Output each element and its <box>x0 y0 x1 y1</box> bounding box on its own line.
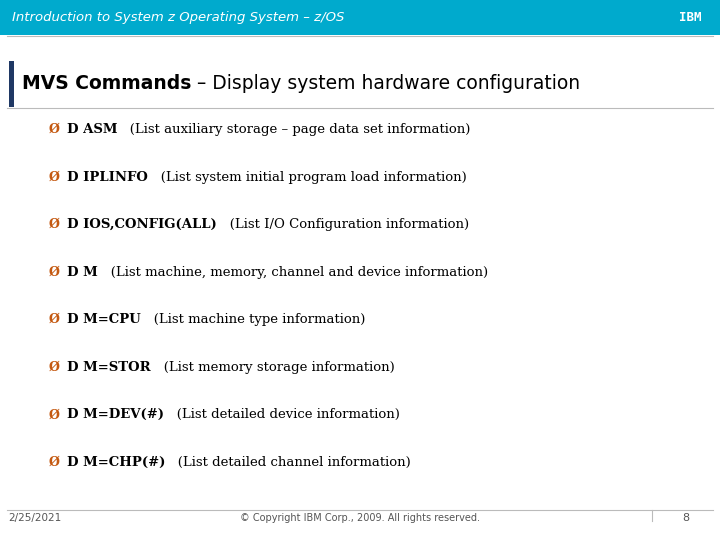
Text: D M: D M <box>67 266 98 279</box>
Text: D M=DEV(#): D M=DEV(#) <box>67 408 164 421</box>
Text: (List detailed device information): (List detailed device information) <box>164 408 400 421</box>
Text: D M=CHP(#): D M=CHP(#) <box>67 456 166 469</box>
Text: (List I/O Configuration information): (List I/O Configuration information) <box>217 218 469 231</box>
Text: Ø: Ø <box>48 408 60 421</box>
Text: D M=STOR: D M=STOR <box>67 361 150 374</box>
Text: D ASM: D ASM <box>67 123 117 136</box>
Text: Ø: Ø <box>48 456 60 469</box>
Text: © Copyright IBM Corp., 2009. All rights reserved.: © Copyright IBM Corp., 2009. All rights … <box>240 514 480 523</box>
Text: (List machine type information): (List machine type information) <box>140 313 365 326</box>
Text: Ø: Ø <box>48 266 60 279</box>
Text: MVS Commands: MVS Commands <box>22 74 191 93</box>
Text: IBM: IBM <box>678 11 701 24</box>
Text: Ø: Ø <box>48 313 60 326</box>
Bar <box>0 0 720 35</box>
Text: 2/25/2021: 2/25/2021 <box>9 514 62 523</box>
Text: (List auxiliary storage – page data set information): (List auxiliary storage – page data set … <box>117 123 471 136</box>
Bar <box>9 60 14 106</box>
Text: 8: 8 <box>682 514 689 523</box>
Text: Ø: Ø <box>48 123 60 136</box>
Text: Ø: Ø <box>48 218 60 231</box>
Text: D IPLINFO: D IPLINFO <box>67 171 148 184</box>
Text: (List memory storage information): (List memory storage information) <box>150 361 395 374</box>
Text: – Display system hardware configuration: – Display system hardware configuration <box>191 74 580 93</box>
Text: Introduction to System z Operating System – z/OS: Introduction to System z Operating Syste… <box>12 11 344 24</box>
Text: D IOS,CONFIG(ALL): D IOS,CONFIG(ALL) <box>67 218 217 231</box>
Text: (List system initial program load information): (List system initial program load inform… <box>148 171 467 184</box>
Text: (List detailed channel information): (List detailed channel information) <box>166 456 411 469</box>
Text: Ø: Ø <box>48 361 60 374</box>
Text: D M=CPU: D M=CPU <box>67 313 140 326</box>
Text: (List machine, memory, channel and device information): (List machine, memory, channel and devic… <box>98 266 488 279</box>
Text: Ø: Ø <box>48 171 60 184</box>
